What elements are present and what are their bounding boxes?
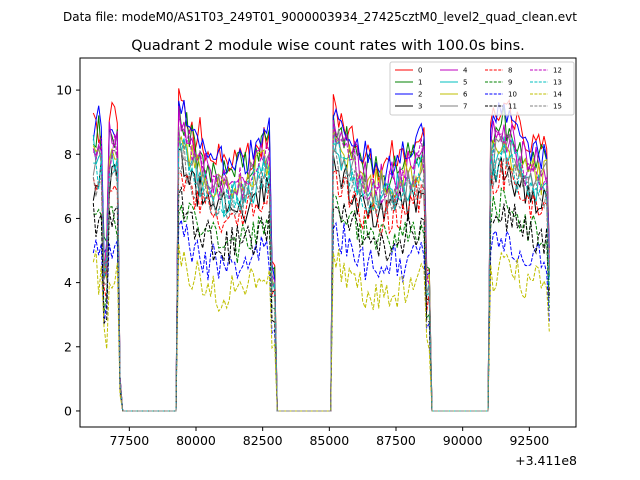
legend-label: 0 bbox=[418, 67, 422, 75]
plot-area: 77500 80000 82500 85000 87500 90000 92500 0 2 4 6 8… bbox=[56, 57, 577, 468]
x-tick-label: 85000 bbox=[309, 433, 349, 448]
series-line-8 bbox=[92, 157, 550, 412]
legend-label: 2 bbox=[418, 91, 422, 99]
legend-label: 3 bbox=[418, 103, 422, 111]
series-line-2 bbox=[92, 99, 550, 412]
legend-label: 8 bbox=[508, 67, 512, 75]
series-line-6 bbox=[92, 128, 550, 412]
legend-label: 11 bbox=[508, 103, 517, 111]
legend-label: 14 bbox=[553, 91, 562, 99]
legend-label: 15 bbox=[553, 103, 562, 111]
y-tick-label: 10 bbox=[56, 83, 72, 98]
series-line-4 bbox=[92, 105, 550, 412]
x-axis-offset: +3.411e8 bbox=[515, 453, 577, 468]
y-tick-label: 8 bbox=[64, 147, 72, 162]
chart-title: Quadrant 2 module wise count rates with … bbox=[131, 38, 525, 54]
series-line-1 bbox=[92, 102, 550, 412]
series-line-15 bbox=[92, 141, 550, 412]
axes-frame bbox=[79, 57, 577, 428]
x-tick-label: 90000 bbox=[443, 433, 483, 448]
legend-label: 12 bbox=[553, 67, 562, 75]
legend-label: 13 bbox=[553, 79, 562, 87]
suptitle: Data file: modeM0/AS1T03_249T01_90000039… bbox=[63, 10, 577, 24]
legend-label: 7 bbox=[463, 103, 467, 111]
x-tick-label: 87500 bbox=[376, 433, 416, 448]
x-tick-label: 82500 bbox=[243, 433, 283, 448]
y-tick-label: 6 bbox=[64, 211, 72, 226]
series-line-13 bbox=[93, 137, 550, 412]
series-line-10 bbox=[92, 218, 550, 412]
series-line-11 bbox=[92, 186, 550, 412]
series-line-3 bbox=[92, 147, 550, 412]
series-line-9 bbox=[93, 186, 550, 412]
legend-label: 9 bbox=[508, 79, 512, 87]
series-line-7 bbox=[92, 126, 550, 412]
y-tick-label: 2 bbox=[64, 339, 72, 354]
series-line-5 bbox=[92, 121, 550, 412]
x-tick-label: 80000 bbox=[176, 433, 216, 448]
y-tick-label: 0 bbox=[64, 403, 72, 418]
legend-label: 6 bbox=[463, 91, 468, 99]
x-tick-label: 77500 bbox=[109, 433, 149, 448]
series-line-0 bbox=[92, 88, 550, 412]
series-line-14 bbox=[92, 243, 550, 412]
legend-label: 10 bbox=[508, 91, 517, 99]
x-tick-label: 92500 bbox=[509, 433, 549, 448]
legend-label: 1 bbox=[418, 79, 422, 87]
series-lines bbox=[92, 88, 550, 412]
legend-label: 4 bbox=[463, 67, 468, 75]
legend-frame bbox=[389, 61, 575, 116]
series-line-12 bbox=[92, 116, 550, 412]
legend-label: 5 bbox=[463, 79, 467, 87]
y-tick-label: 4 bbox=[64, 275, 72, 290]
axis-ticks: 77500 80000 82500 85000 87500 90000 92500 0 2 4 6 8… bbox=[56, 83, 549, 448]
